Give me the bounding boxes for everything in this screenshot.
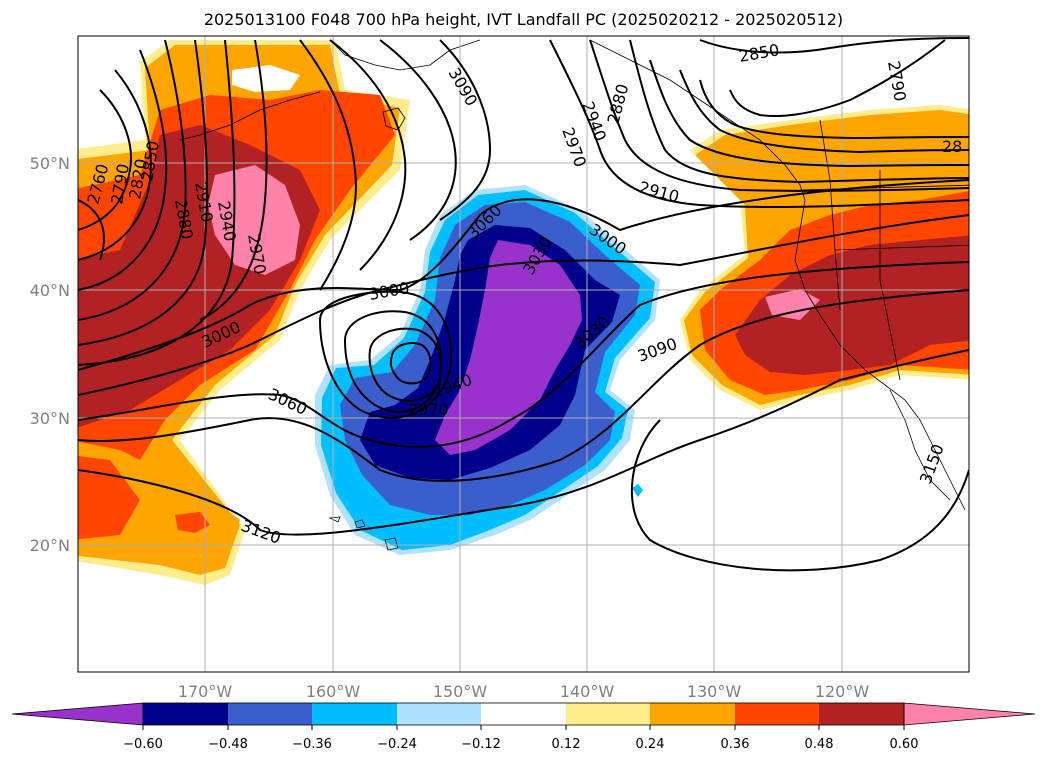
lat-label-40n: 40°N — [30, 281, 70, 300]
lat-label-50n: 50°N — [30, 154, 70, 173]
shade-pos-060-east — [765, 289, 820, 320]
colorbar-bin-neg-048 — [143, 703, 228, 725]
contour-label-2970-low: 2970 — [408, 400, 449, 419]
shade-zero-hole-west — [232, 65, 300, 92]
lon-label-160w: 160°W — [306, 682, 361, 701]
contour-low-3000 — [318, 290, 452, 419]
colorbar-bin-pos-024 — [650, 703, 735, 725]
colorbar-extend-low — [11, 702, 144, 726]
shade-neg-024-small — [632, 484, 643, 497]
cb-label-pos-024: 0.24 — [636, 737, 665, 752]
colorbar-ticks — [142, 725, 905, 730]
contour-trough-2880 — [78, 39, 187, 321]
colorbar-bin-neg-012 — [397, 703, 481, 725]
contour-ridge-3000 — [299, 39, 357, 291]
colorbar-bin-neg-036 — [228, 703, 312, 725]
contour-trough-2820 — [78, 69, 152, 261]
state-border-3 — [799, 184, 969, 191]
colorbar-bin-pos-012 — [566, 703, 650, 725]
contour-ridge-3090 — [439, 39, 492, 221]
contour-ne-2910 — [629, 39, 969, 184]
colorbar-bin-neg-024 — [312, 703, 397, 725]
contour-low-2910 — [389, 342, 432, 385]
lat-label-30n: 30°N — [30, 409, 70, 428]
contour-sw-3150 — [630, 419, 969, 572]
colorbar-bin-pos-048 — [819, 703, 904, 725]
cb-label-pos-036: 0.36 — [721, 737, 750, 752]
lon-label-130w: 130°W — [687, 682, 742, 701]
colorbar-bin-zero — [481, 703, 566, 725]
cb-label-neg-060: −0.60 — [123, 737, 163, 752]
hawaii-1 — [384, 537, 399, 551]
contour-e-2850 — [699, 37, 969, 54]
longitude-labels: 170°W 160°W 150°W 140°W 130°W 120°W — [178, 682, 870, 701]
shade-pos-036-west-blob — [175, 512, 210, 533]
state-border-2 — [879, 170, 901, 381]
kodiak-island — [382, 107, 406, 131]
us-west-coast — [794, 199, 966, 511]
contour-3030 — [78, 214, 969, 396]
contour-low-2940 — [368, 327, 442, 402]
contour-3090 — [78, 289, 969, 482]
lon-label-170w: 170°W — [178, 682, 233, 701]
contour-ne-2970 — [549, 39, 969, 209]
shade-pos-060-west — [208, 165, 300, 275]
lon-label-120w: 120°W — [815, 682, 870, 701]
cb-label-pos-060: 0.60 — [890, 737, 919, 752]
height-contours — [78, 37, 969, 572]
hawaii-3 — [354, 519, 366, 529]
contour-ne-2820 — [699, 79, 969, 140]
cb-label-neg-036: −0.36 — [292, 737, 332, 752]
state-border-4 — [834, 244, 969, 251]
colorbar-extend-high — [903, 702, 1036, 726]
contour-ridge-3060 — [379, 39, 457, 241]
cb-label-pos-012: 0.12 — [552, 737, 581, 752]
cb-label-neg-012: −0.12 — [461, 737, 501, 752]
contour-trough-2790 — [78, 89, 132, 231]
aleutians — [179, 91, 321, 141]
cb-label-neg-024: −0.24 — [377, 737, 417, 752]
shade-neg-060 — [435, 240, 582, 455]
contour-ne-2940 — [589, 39, 969, 192]
bc-coast — [589, 39, 806, 201]
cb-label-neg-048: −0.48 — [208, 737, 248, 752]
contour-trough-2940 — [78, 39, 236, 366]
contour-trough-2910 — [78, 39, 208, 346]
contour-trough-2850 — [78, 49, 168, 291]
contour-ridge-3030 — [329, 39, 407, 271]
contour-3120 — [78, 349, 969, 536]
colorbar-bin-pos-036 — [735, 703, 819, 725]
lon-label-150w: 150°W — [433, 682, 488, 701]
baja-coast — [889, 389, 951, 501]
hawaii-2 — [328, 516, 341, 523]
contour-trough-2970 — [199, 39, 268, 321]
contour-label-28-edge: 28 — [942, 137, 962, 156]
contour-3000 — [78, 179, 969, 371]
figure-title: 2025013100 F048 700 hPa height, IVT Land… — [203, 10, 844, 29]
ivt-shading — [78, 40, 969, 585]
shade-pos-036-west-lower — [78, 456, 140, 540]
contour-3060 — [78, 261, 969, 449]
shade-pos-048-east — [735, 235, 969, 375]
colorbar: −0.60 −0.48 −0.36 −0.24 −0.12 0.12 0.24 … — [11, 702, 1036, 752]
lon-label-140w: 140°W — [560, 682, 615, 701]
latitude-labels: 50°N 40°N 30°N 20°N — [30, 154, 70, 555]
cb-label-pos-048: 0.48 — [805, 737, 834, 752]
colorbar-frame — [142, 702, 905, 726]
contour-ne-2790 — [729, 39, 946, 118]
plot-frame — [77, 35, 970, 673]
lat-label-20n: 20°N — [30, 536, 70, 555]
contour-ne-2850 — [679, 69, 969, 154]
contour-ne-2880 — [649, 59, 969, 168]
